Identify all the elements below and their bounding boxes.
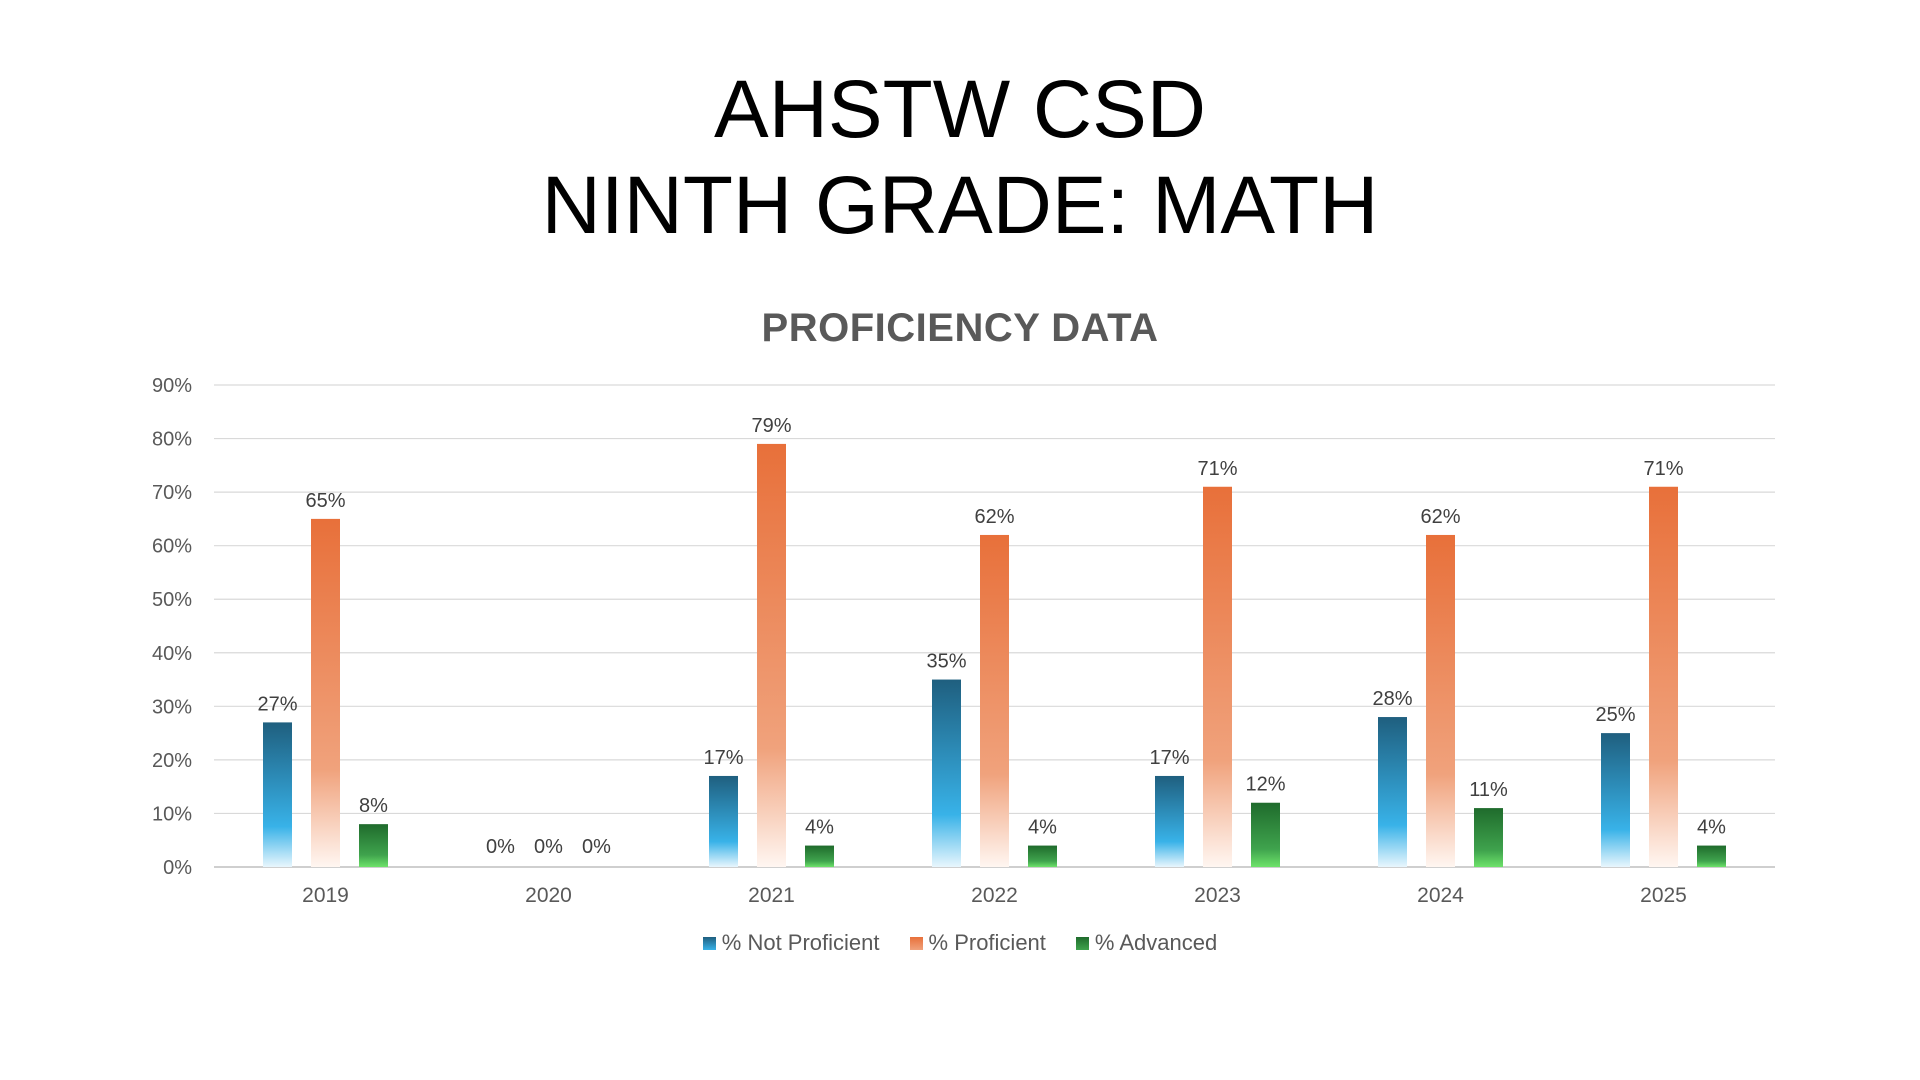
bar bbox=[311, 518, 340, 867]
data-label: 11% bbox=[1469, 779, 1508, 801]
legend-swatch-not-proficient bbox=[702, 936, 716, 950]
data-label: 0% bbox=[534, 836, 563, 858]
bar-series bbox=[263, 443, 1726, 867]
data-label: 27% bbox=[257, 693, 297, 715]
bar bbox=[1697, 845, 1726, 867]
bar bbox=[709, 775, 738, 867]
bar bbox=[263, 722, 292, 867]
slide-title-line-2: NINTH GRADE: MATH bbox=[541, 160, 1379, 251]
legend-label-proficient: % Proficient bbox=[928, 930, 1046, 955]
bar bbox=[1378, 717, 1407, 867]
data-labels: 27% 65% 8% 0% 0% 0% 17% 79% 4% 35% 62% 4% 17% 71% 12% 2… bbox=[257, 415, 1726, 858]
y-tick-label: 20% bbox=[152, 750, 192, 772]
chart-legend: % Not Proficient % Proficient % Advanced bbox=[0, 930, 1920, 956]
x-tick-label: 2024 bbox=[1417, 884, 1464, 907]
data-label: 12% bbox=[1245, 774, 1285, 796]
bar bbox=[1203, 486, 1232, 867]
data-label: 4% bbox=[1697, 817, 1726, 839]
y-tick-label: 80% bbox=[152, 429, 192, 451]
y-tick-label: 90% bbox=[152, 375, 192, 397]
x-axis-tick-labels: 2019 2020 2021 2022 2023 2024 2025 bbox=[302, 884, 1687, 907]
data-label: 17% bbox=[1149, 747, 1189, 769]
data-label: 17% bbox=[703, 747, 743, 769]
bar bbox=[1251, 802, 1280, 867]
data-label: 4% bbox=[805, 817, 834, 839]
legend-swatch-advanced bbox=[1075, 936, 1089, 950]
x-tick-label: 2019 bbox=[302, 884, 349, 907]
data-label: 0% bbox=[486, 836, 515, 858]
y-tick-label: 40% bbox=[152, 643, 192, 665]
data-label: 65% bbox=[305, 490, 345, 512]
data-label: 79% bbox=[751, 415, 791, 437]
y-tick-label: 30% bbox=[152, 696, 192, 718]
bar bbox=[359, 824, 388, 867]
y-tick-label: 70% bbox=[152, 482, 192, 504]
data-label: 28% bbox=[1372, 688, 1412, 710]
bar bbox=[1649, 486, 1678, 867]
bar bbox=[1474, 808, 1503, 867]
legend-item-not-proficient: % Not Proficient bbox=[702, 930, 880, 956]
data-label: 71% bbox=[1197, 458, 1237, 480]
bar bbox=[1601, 733, 1630, 867]
bar bbox=[1155, 775, 1184, 867]
data-label: 35% bbox=[926, 651, 966, 673]
y-tick-label: 50% bbox=[152, 589, 192, 611]
legend-item-proficient: % Proficient bbox=[909, 930, 1046, 956]
data-label: 25% bbox=[1595, 704, 1635, 726]
x-tick-label: 2021 bbox=[748, 884, 795, 907]
bar bbox=[1426, 534, 1455, 867]
data-label: 71% bbox=[1643, 458, 1683, 480]
x-tick-label: 2020 bbox=[525, 884, 572, 907]
x-tick-label: 2023 bbox=[1194, 884, 1241, 907]
y-tick-label: 10% bbox=[152, 803, 192, 825]
legend-item-advanced: % Advanced bbox=[1075, 930, 1218, 956]
bar bbox=[757, 443, 786, 867]
y-tick-label: 60% bbox=[152, 536, 192, 558]
x-tick-label: 2025 bbox=[1640, 884, 1687, 907]
legend-label-not-proficient: % Not Proficient bbox=[721, 930, 880, 955]
bar bbox=[805, 845, 834, 867]
slide-title-line-1: AHSTW CSD bbox=[714, 64, 1206, 155]
data-label: 62% bbox=[974, 506, 1014, 528]
legend-label-advanced: % Advanced bbox=[1094, 930, 1218, 955]
data-label: 4% bbox=[1028, 817, 1057, 839]
data-label: 8% bbox=[359, 795, 388, 817]
chart-title: PROFICIENCY DATA bbox=[761, 306, 1159, 350]
legend-swatch-proficient bbox=[909, 936, 923, 950]
bar bbox=[980, 534, 1009, 867]
bar bbox=[932, 679, 961, 867]
x-tick-label: 2022 bbox=[971, 884, 1018, 907]
slide-title: AHSTW CSD NINTH GRADE: MATH bbox=[0, 62, 1920, 254]
y-axis-tick-labels: 0% 10% 20% 30% 40% 50% 60% 70% 80% 90% bbox=[152, 375, 192, 879]
y-tick-label: 0% bbox=[163, 857, 192, 879]
data-label: 0% bbox=[582, 836, 611, 858]
data-label: 62% bbox=[1420, 506, 1460, 528]
bar bbox=[1028, 845, 1057, 867]
